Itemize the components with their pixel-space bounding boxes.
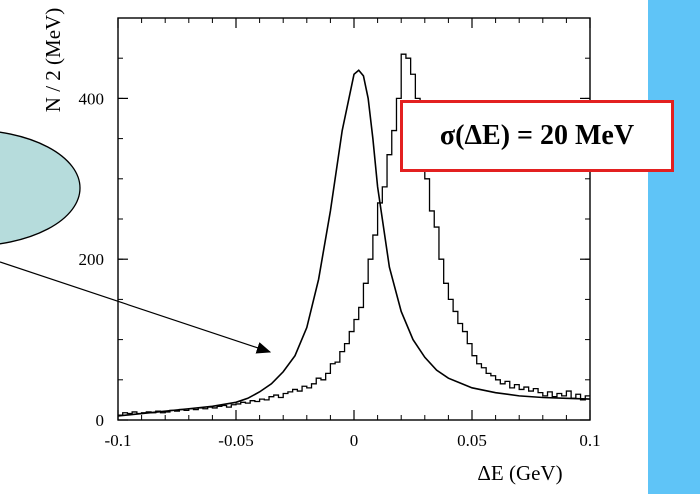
x-tick-label: -0.05	[218, 431, 253, 450]
resolution-box: σ(ΔE) = 20 MeV	[400, 100, 674, 172]
x-tick-label: -0.1	[105, 431, 132, 450]
fit-curve	[117, 69, 591, 417]
x-tick-label: 0.1	[579, 431, 600, 450]
tick-labels-group: -0.1 -0.05 0 0.05 0.1 0 200 400	[79, 89, 601, 450]
y-tick-label: 200	[79, 250, 105, 269]
y-tick-label: 0	[96, 411, 105, 430]
callout-bubble	[0, 131, 81, 245]
ticks-group	[117, 17, 591, 421]
resolution-label: σ(ΔE) = 20 MeV	[439, 120, 635, 151]
callout-arrow	[0, 261, 272, 354]
x-tick-label: 0	[350, 431, 359, 450]
y-tick-label: 400	[79, 89, 105, 108]
y-axis-title: N / 2 (MeV)	[41, 8, 65, 112]
background-stripe	[648, 0, 700, 494]
x-axis-title: ΔE (GeV)	[477, 461, 562, 485]
histogram-series	[118, 53, 590, 416]
plot-frame	[117, 17, 591, 421]
x-tick-label: 0.05	[457, 431, 487, 450]
